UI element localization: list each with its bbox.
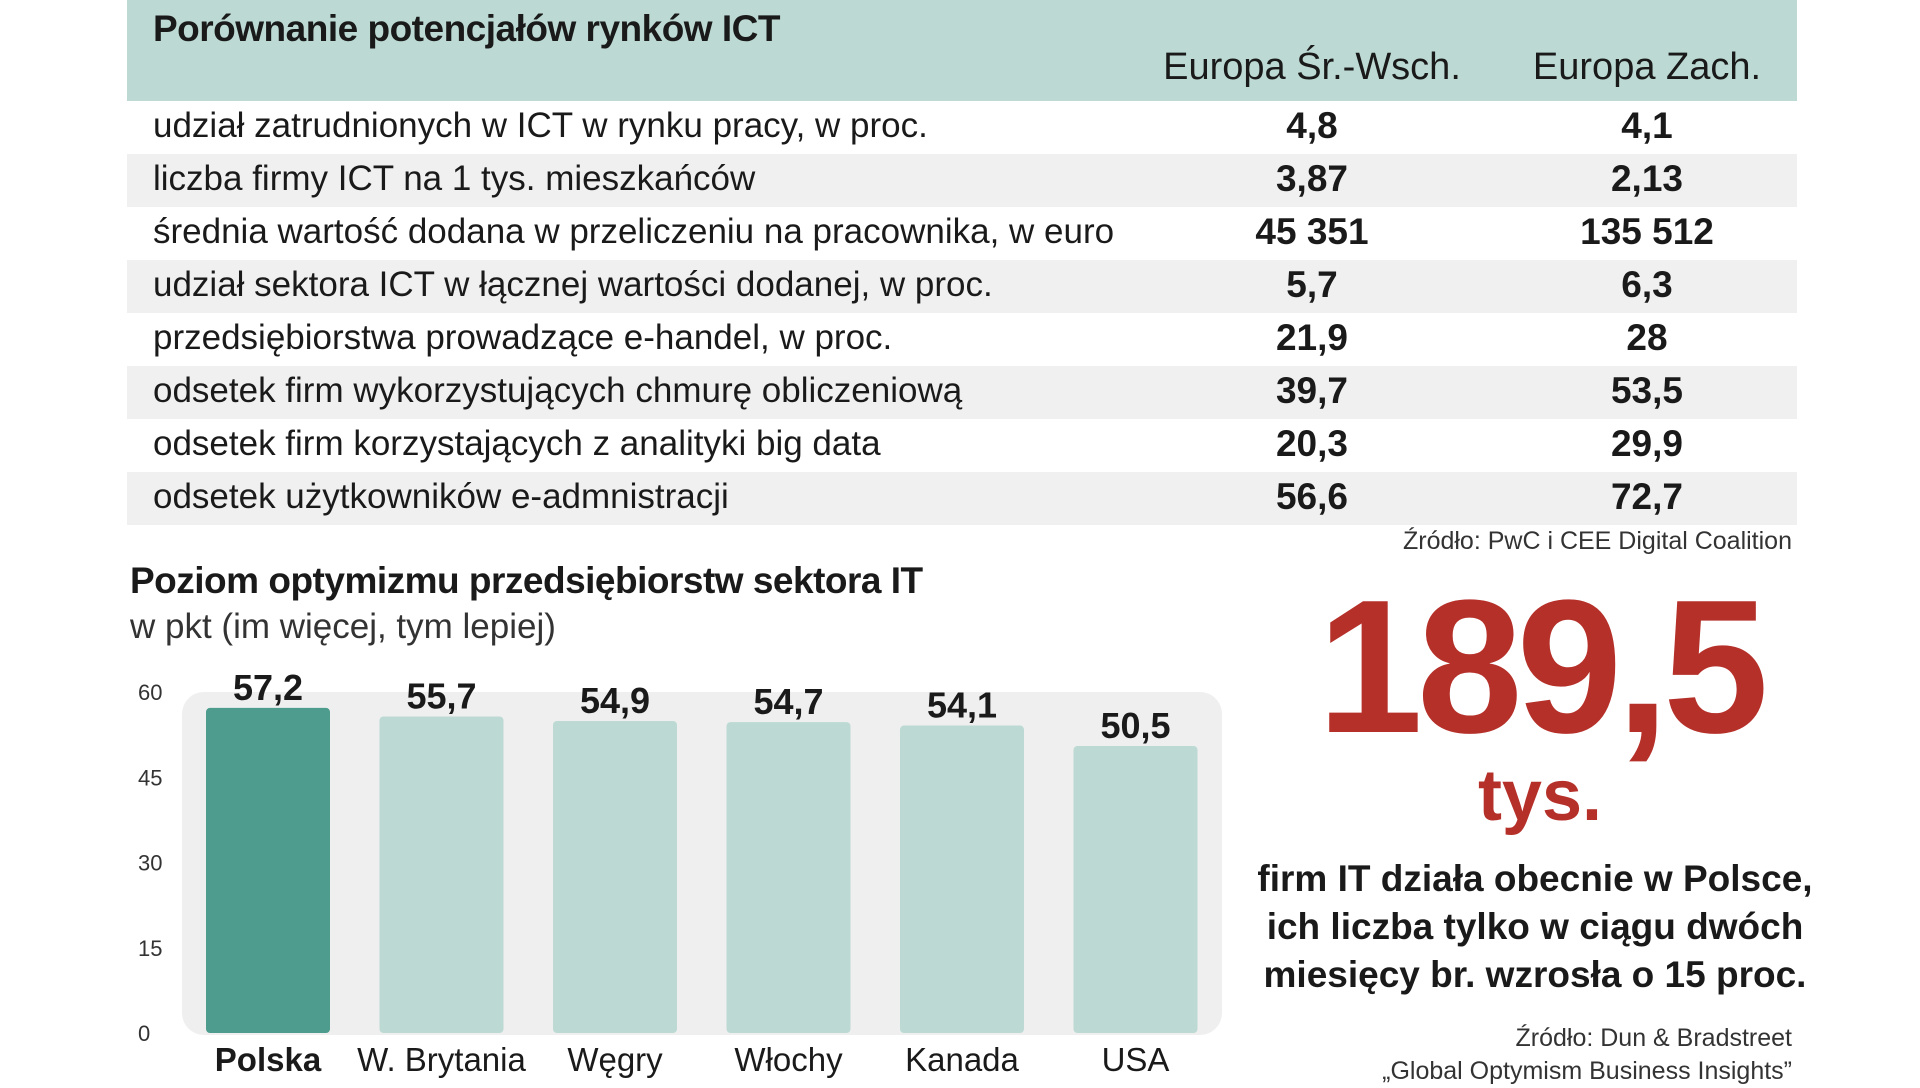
table-row: udział zatrudnionych w ICT w rynku pracy… [127,101,1797,154]
bar-value-label: 50,5 [1100,705,1170,746]
bar-value-label: 55,7 [406,675,476,716]
bar-value-label: 54,9 [580,680,650,721]
row-value-cee: 5,7 [1286,264,1338,305]
row-label: odsetek użytkowników e-admnistracji [153,477,729,516]
row-value-west: 6,3 [1621,264,1673,305]
row-label: liczba firmy ICT na 1 tys. mieszkańców [153,159,756,198]
column-header-cee: Europa Śr.-Wsch. [1163,46,1461,88]
row-value-west: 4,1 [1621,105,1673,146]
stat-source-line1: Źródło: Dun & Bradstreet [1515,1024,1792,1052]
row-value-cee: 45 351 [1255,211,1369,252]
y-tick-label: 30 [138,851,162,876]
column-header-west: Europa Zach. [1532,46,1762,88]
row-label: średnia wartość dodana w przeliczeniu na… [153,212,1115,251]
stat-source-line2: „Global Optymism Business Insights” [1382,1057,1792,1085]
row-value-cee: 56,6 [1275,476,1348,517]
x-tick-label: Kanada [905,1041,1019,1078]
table-row: udział sektora ICT w łącznej wartości do… [127,260,1797,313]
table-row: odsetek firm korzystających z analityki … [127,419,1797,472]
x-tick-label: Polska [215,1041,322,1078]
bar-value-label: 54,7 [753,681,823,722]
table-row: odsetek firm wykorzystujących chmurę obl… [127,366,1797,419]
table-row: liczba firmy ICT na 1 tys. mieszkańców 3… [127,154,1797,207]
chart-subtitle: w pkt (im więcej, tym lepiej) [130,607,556,646]
table-row: przedsiębiorstwa prowadzące e-handel, w … [127,313,1797,366]
row-value-cee: 21,9 [1275,317,1348,358]
stat-source: Źródło: Dun & Bradstreet „Global Optymis… [1382,1022,1792,1088]
bar [1073,745,1198,1033]
table-row: odsetek użytkowników e-admnistracji 56,6… [127,472,1797,525]
bar [206,707,330,1033]
chart-panel [182,692,1222,1035]
row-label: udział sektora ICT w łącznej wartości do… [153,265,993,304]
x-tick-label: W. Brytania [357,1041,526,1078]
y-tick-label: 0 [138,1021,150,1046]
x-tick-label: Węgry [567,1041,663,1078]
x-tick-label: USA [1102,1041,1170,1078]
row-value-west: 72,7 [1610,476,1683,517]
x-tick-label: Włochy [734,1041,843,1078]
highlight-stat-value: 189,5 [1317,561,1768,773]
row-value-west: 135 512 [1580,211,1714,252]
bar-value-label: 54,1 [927,685,997,726]
bar [900,725,1024,1033]
row-value-cee: 39,7 [1275,370,1348,411]
row-value-west: 2,13 [1610,158,1683,199]
highlight-stat-description: firm IT działa obecnie w Polsce, ich lic… [1257,858,1813,995]
bar-value-label: 57,2 [233,667,303,708]
y-tick-label: 45 [138,765,162,790]
row-label: odsetek firm korzystających z analityki … [153,424,881,463]
row-label: odsetek firm wykorzystujących chmurę obl… [153,371,963,410]
y-tick-label: 15 [138,936,162,961]
row-label: udział zatrudnionych w ICT w rynku pracy… [153,106,928,145]
comparison-table: Porównanie potencjałów rynków ICT Europa… [127,0,1797,525]
row-value-cee: 4,8 [1286,105,1338,146]
highlight-stat-unit: tys. [1477,756,1603,836]
bar-chart: 0 15 30 45 60 57,2 Polska 55,7 W. Brytania 54,9 Wę… [138,667,1222,1078]
chart-title: Poziom optymizmu przedsiębiorstw sektora… [130,560,923,601]
row-label: przedsiębiorstwa prowadzące e-handel, w … [153,318,893,357]
table-row: średnia wartość dodana w przeliczeniu na… [127,207,1797,260]
row-value-cee: 3,87 [1275,158,1348,199]
table-header: Porównanie potencjałów rynków ICT Europa… [127,0,1797,101]
table-source: Źródło: PwC i CEE Digital Coalition [1402,527,1792,555]
bar [726,722,851,1033]
row-value-cee: 20,3 [1275,423,1348,464]
row-value-west: 28 [1626,317,1668,358]
bar [553,720,677,1033]
table-title: Porównanie potencjałów rynków ICT [153,8,780,49]
row-value-west: 53,5 [1610,370,1683,411]
bar [379,716,504,1033]
y-tick-label: 60 [138,680,162,705]
row-value-west: 29,9 [1610,423,1683,464]
